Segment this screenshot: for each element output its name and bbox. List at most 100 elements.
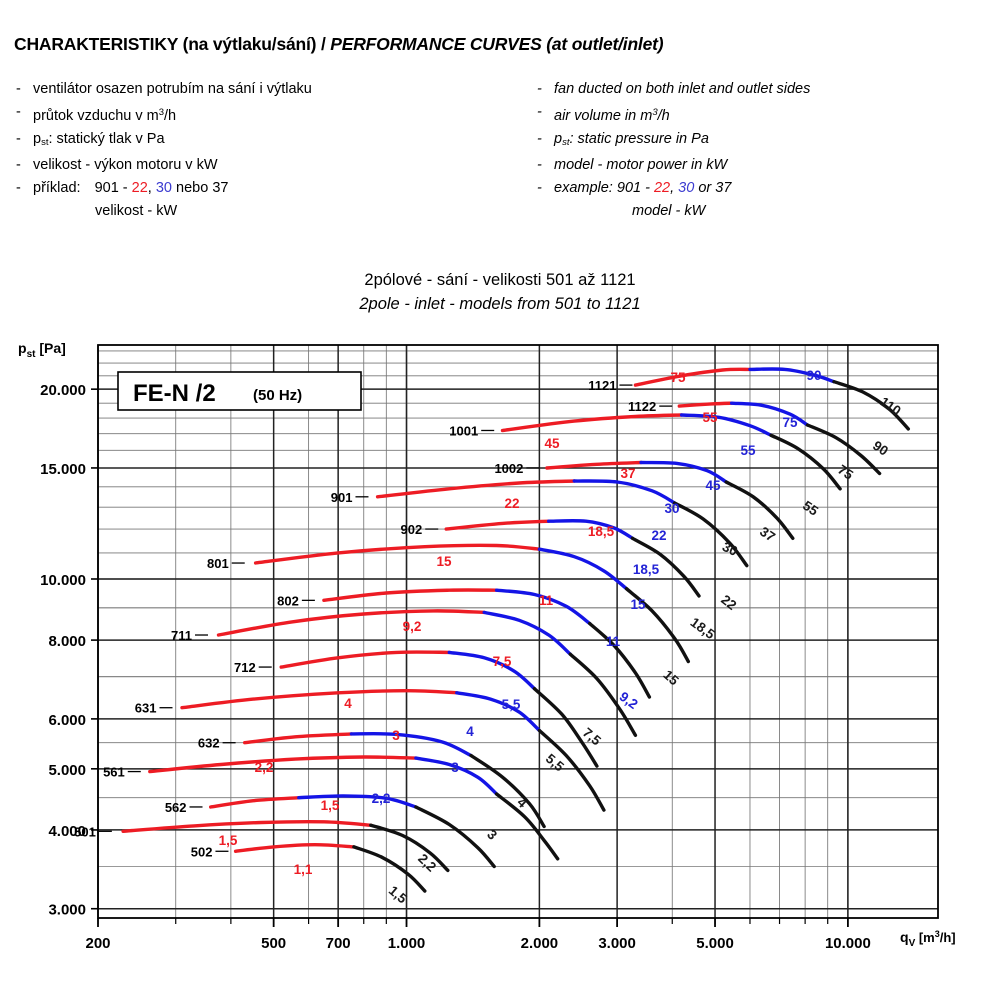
model-label: 802 [277, 593, 299, 608]
power-label: 22 [651, 528, 666, 543]
curve-segment [297, 794, 418, 809]
model-label: 902 [401, 522, 423, 537]
x-tick-label: 200 [85, 935, 110, 952]
curve-segment [547, 519, 635, 540]
power-label: 2,2 [255, 760, 274, 775]
curve-segment [748, 367, 836, 384]
chart-title-box: FE-N /2 (50 Hz) [117, 371, 362, 411]
power-label: 30 [720, 539, 740, 559]
curve-segment [253, 543, 542, 565]
model-label: 632 [198, 736, 220, 751]
bullet-text: příklad: 901 - 22, 30 nebo 37 [33, 177, 228, 200]
x-tick-label: 1.000 [388, 935, 426, 952]
list-item-example: - example: 901 - 22, 30 or 37 [537, 177, 810, 200]
example-model: 901 - [616, 180, 650, 196]
example-tail: or 37 [698, 180, 732, 196]
example-power-1: 22 [653, 180, 671, 196]
y-tick-label: 20.000 [40, 382, 86, 399]
curve-segment [482, 610, 572, 656]
y-tick-label: 4.000 [48, 823, 86, 840]
power-label: 1,5 [219, 833, 238, 848]
x-axis-label: qV [m3/h] [900, 929, 956, 949]
curve-segment [209, 796, 301, 809]
curve-segment [630, 536, 701, 598]
example-caption: velikost - kW [95, 203, 178, 219]
power-label: 55 [702, 410, 718, 425]
chart-title-frequency: (50 Hz) [253, 387, 302, 404]
power-label: 3 [392, 728, 400, 743]
curve-segment [729, 401, 810, 427]
bullet-dash: - [537, 104, 542, 120]
example-power-2: 30 [155, 180, 172, 196]
example-power-1: 22 [131, 180, 148, 196]
bullet-text: model - motor power in kW [554, 157, 728, 173]
power-label: 3 [451, 760, 459, 775]
plot-frame [97, 344, 939, 919]
bullet-list-czech: - ventilátor osazen potrubím na sání i v… [16, 78, 312, 223]
model-label: 1001 [449, 423, 478, 438]
power-label: 110 [877, 394, 903, 419]
curve-segment [500, 413, 684, 433]
chart-svg: 3.000 4.000 5.000 6.000 8.000 10.000 15.000 20.… [18, 340, 956, 952]
power-label: 37 [620, 466, 635, 481]
example-model: 901 - [94, 180, 128, 196]
power-label: 4 [344, 696, 352, 711]
bullet-text: fan ducted on both inlet and outlet side… [554, 81, 811, 97]
example-sep: , [670, 180, 675, 196]
curve-segment [672, 501, 749, 568]
power-label: 1,1 [294, 862, 313, 877]
curve-segment [568, 652, 638, 737]
model-labels: 1121112210011002901902801802711712631632… [74, 378, 656, 859]
power-label: 9,2 [403, 619, 422, 634]
model-label: 801 [207, 556, 229, 571]
curve-segment [537, 547, 629, 591]
curve-segment [469, 753, 546, 829]
curve-segment [349, 731, 473, 758]
y-axis-tick-labels: 3.000 4.000 5.000 6.000 8.000 10.000 15.000 20.… [40, 382, 86, 919]
bullet-dash: - [16, 131, 21, 147]
model-label: 711 [171, 628, 192, 643]
curve-segment [633, 367, 752, 387]
list-item: - air volume in m3/h [537, 101, 810, 128]
example-sep: , [147, 180, 152, 196]
bullet-dash: - [16, 81, 21, 97]
bullet-dash: - [16, 104, 21, 120]
curve-group [121, 367, 910, 893]
x-tick-label: 700 [326, 935, 351, 952]
power-label: 15 [436, 554, 452, 569]
x-tick-label: 10.000 [825, 935, 871, 952]
power-label: 7,5 [493, 654, 512, 669]
power-label: 37 [757, 524, 778, 545]
power-label: 55 [740, 443, 756, 458]
power-label: 30 [664, 501, 679, 516]
curve-segment [532, 687, 599, 768]
curve-segment [216, 609, 486, 637]
x-tick-label: 3.000 [598, 935, 636, 952]
curve-segment [572, 479, 677, 505]
power-label: 18,5 [688, 615, 718, 643]
model-label: 1121 [588, 378, 616, 393]
list-item-example: - příklad: 901 - 22, 30 nebo 37 [16, 177, 312, 200]
list-item: - průtok vzduchu v m3/h [16, 101, 312, 128]
power-label: 11 [539, 593, 554, 608]
power-label: 22 [504, 496, 519, 511]
chart-subtitle: 2pólové - sání - velikosti 501 až 1121 2… [0, 268, 1000, 316]
bullet-text: ventilátor osazen potrubím na sání i výt… [33, 81, 312, 97]
chart-title: FE-N /2 [133, 380, 216, 407]
curve-segment [375, 479, 576, 499]
curve-segment [769, 433, 842, 491]
bullet-dash: - [537, 180, 542, 196]
y-tick-label: 15.000 [40, 461, 86, 478]
curve-segment [624, 587, 690, 664]
model-label: 502 [191, 844, 213, 859]
y-tick-label: 8.000 [48, 633, 86, 650]
bullet-text: pst: static pressure in Pa [554, 131, 709, 148]
model-label: 631 [135, 701, 157, 716]
curve-segment [243, 732, 354, 745]
example-caption-row: model - kW [537, 200, 810, 223]
power-label: 18,5 [633, 562, 660, 577]
curve-segment [679, 413, 773, 437]
axis-ticks [91, 388, 849, 927]
page-title-cz: CHARAKTERISTIKY (na výtlaku/sání) / [14, 34, 326, 54]
power-label: 18,5 [588, 524, 615, 539]
